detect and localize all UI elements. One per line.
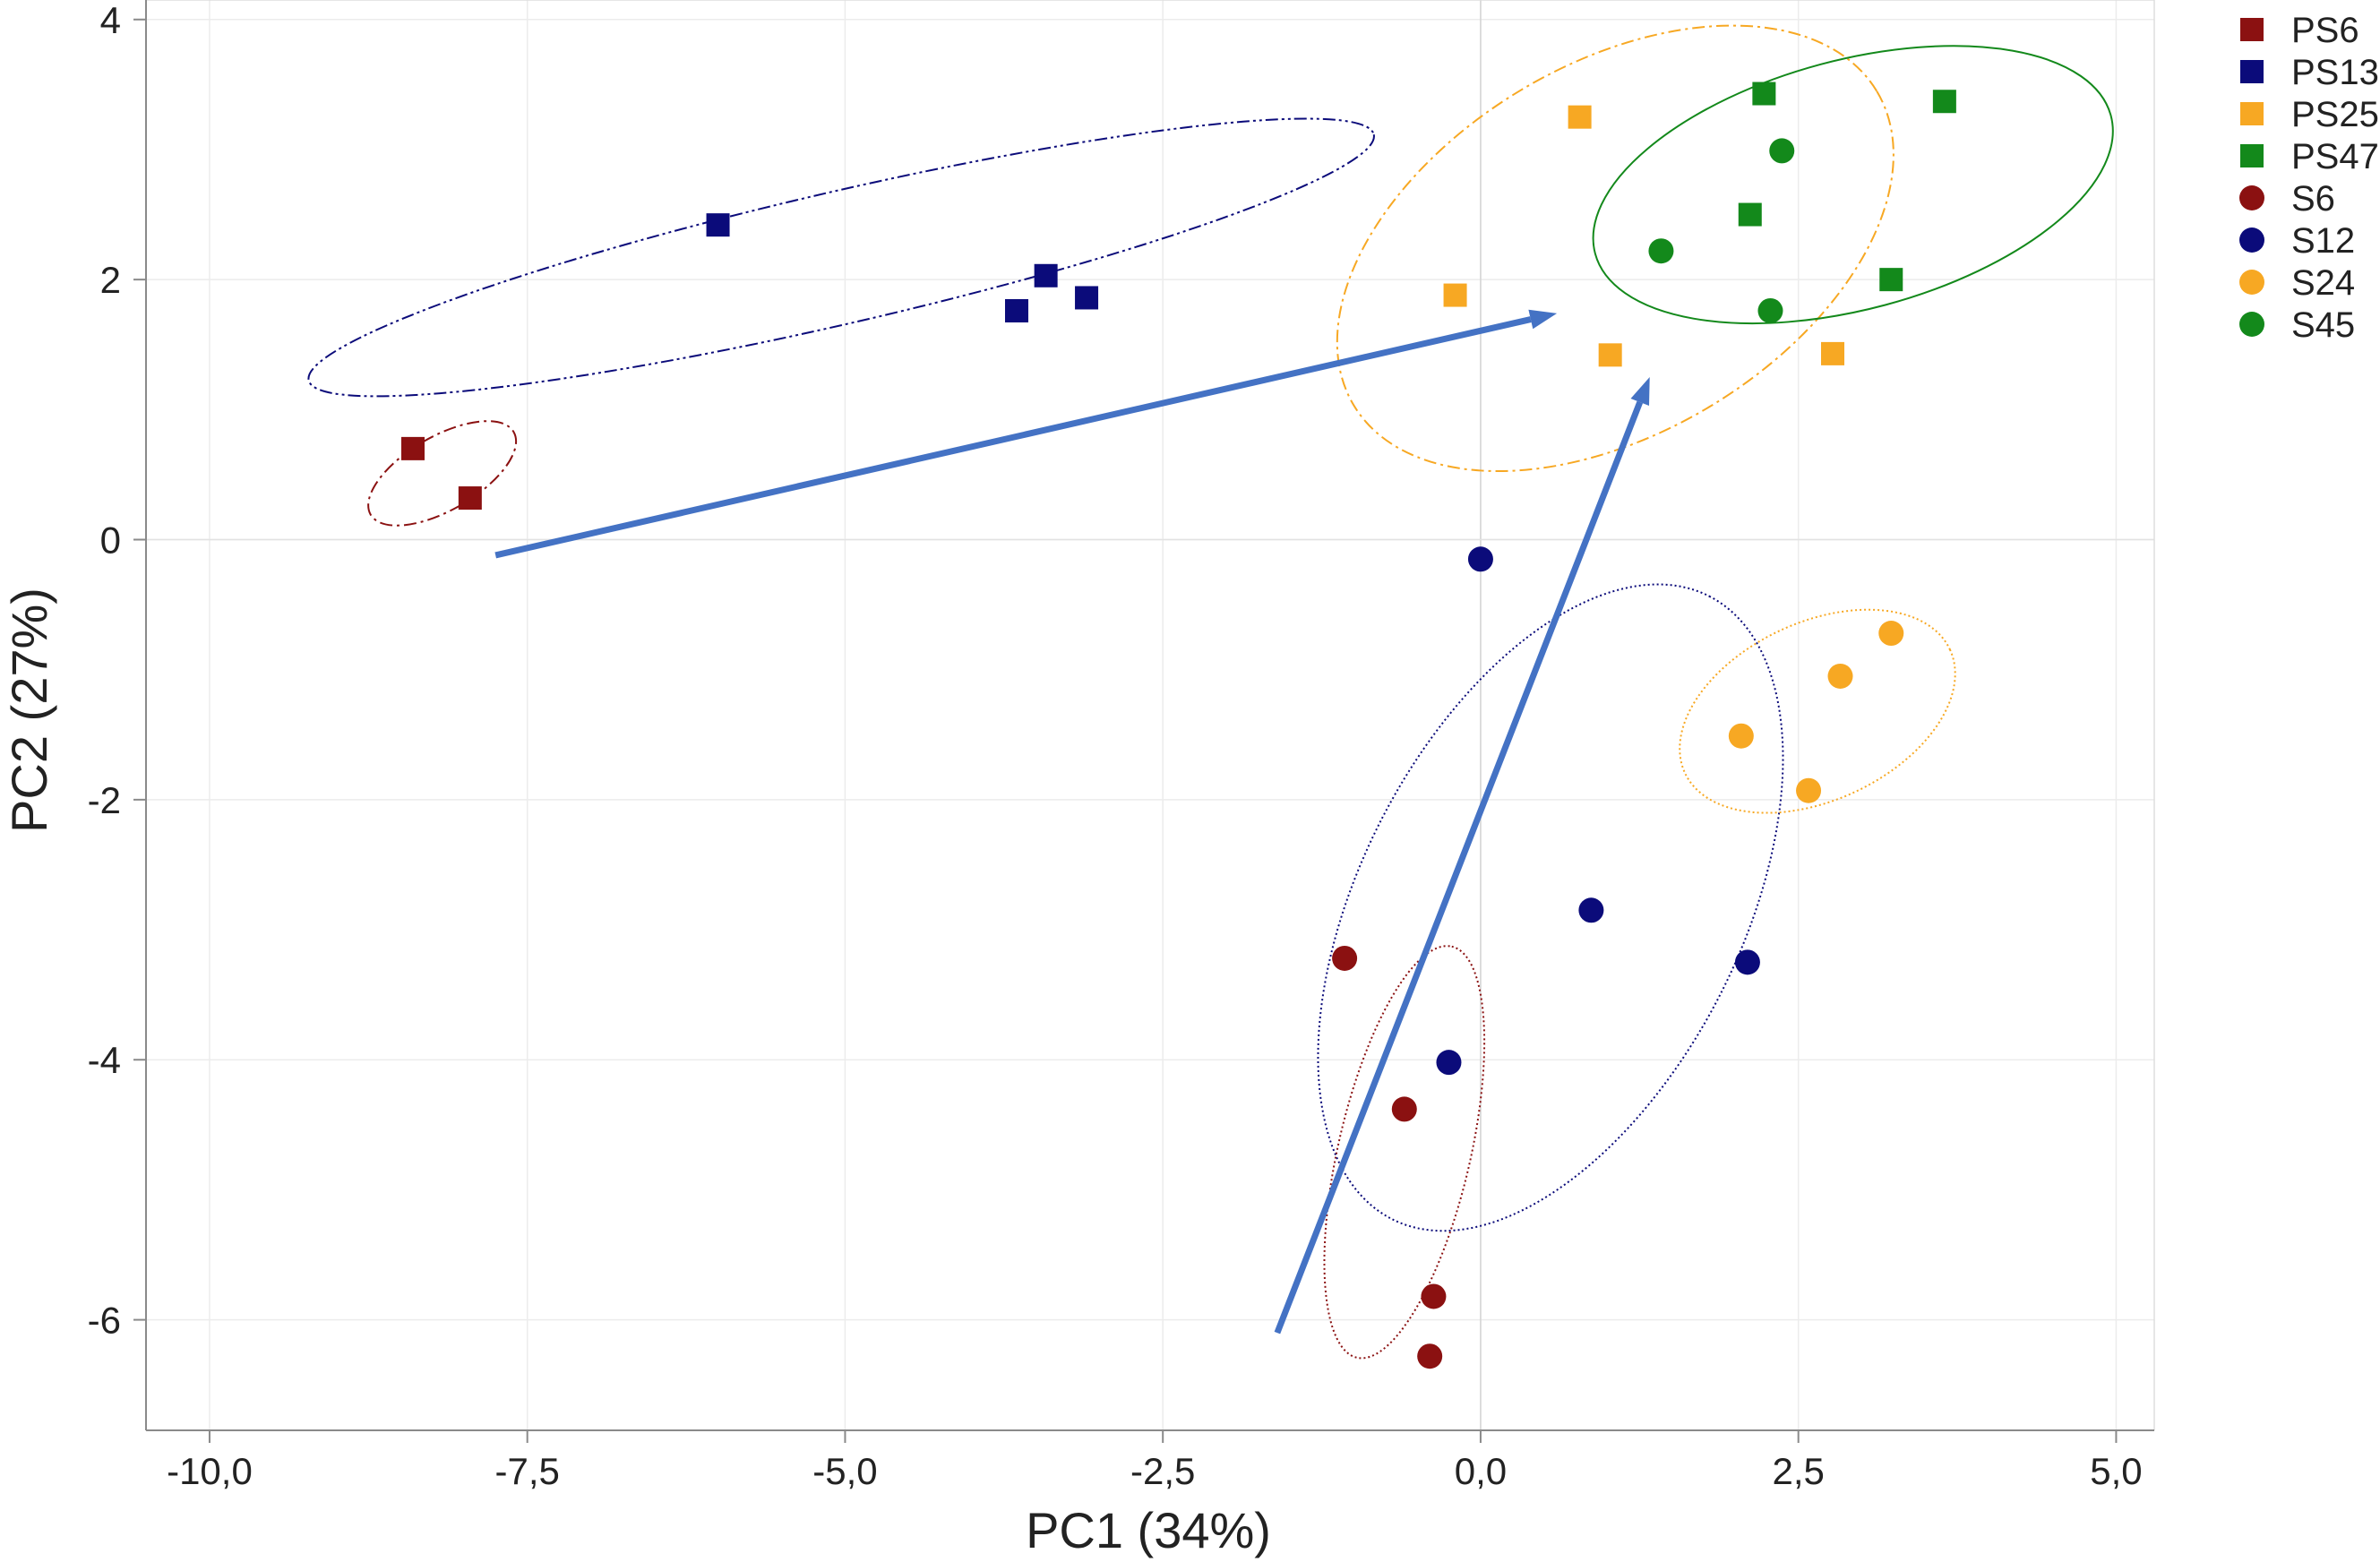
point-ps47-4 [1879,268,1903,292]
point-ps6-2 [458,486,482,511]
x-tick-label-1: -7,5 [495,1450,560,1492]
x-tick-label-2: -5,0 [812,1450,877,1492]
point-s12-2 [1578,897,1604,923]
x-tick-label-3: -2,5 [1130,1450,1195,1492]
ellipse-s24 [1679,608,1956,814]
y-tick-label-3: 0 [100,519,121,562]
ellipse-ps25 [1336,24,1895,473]
point-s45-2 [1648,238,1674,264]
legend-label-s6: S6 [2291,179,2335,219]
point-s24-1 [1878,621,1904,647]
point-ps25-1 [1568,105,1592,129]
point-ps47-3 [1738,202,1762,227]
point-ps13-2 [1005,298,1029,322]
plot-frame [145,0,2155,1431]
legend-marker-ps6 [2240,18,2264,41]
point-s12-4 [1436,1050,1462,1076]
grid-lines [146,0,2154,1430]
x-tick-label-6: 5,0 [2090,1450,2142,1492]
point-s6-3 [1421,1283,1447,1309]
y-tick-label-5: 4 [100,0,121,41]
tick-labels: -10,0 -7,5 -5,0 -2,5 0,0 2,5 5,0 -6 -4 -2 0 2 4 [88,0,2143,1492]
y-axis-title: PC2 (27%) [1,588,57,833]
point-s45-3 [1757,297,1783,323]
legend-marker-s45 [2239,312,2264,337]
legend-marker-s24 [2239,270,2264,295]
y-tick-label-1: -4 [88,1039,121,1081]
x-axis-title: PC1 (34%) [1026,1502,1271,1558]
legend-marker-s6 [2239,185,2264,210]
legend-marker-ps47 [2240,144,2264,167]
x-tick-label-5: 2,5 [1772,1450,1824,1492]
legend-marker-ps25 [2240,102,2264,125]
point-ps47-2 [1932,90,1956,114]
point-s12-1 [1467,546,1493,572]
point-s24-2 [1827,663,1853,689]
point-s6-2 [1391,1096,1417,1122]
x-tick-label-0: -10,0 [167,1450,253,1492]
legend-label-s45: S45 [2291,305,2355,345]
ellipse-ps47 [1592,45,2114,325]
point-ps47-1 [1752,82,1776,106]
trend-arrows [494,309,1650,1335]
data-points [400,82,1956,1369]
x-tick-label-4: 0,0 [1455,1450,1507,1492]
group-ellipses [307,24,2114,1360]
legend-label-ps25: PS25 [2291,95,2379,134]
point-ps13-1 [706,213,730,237]
y-tick-label-0: -6 [88,1300,121,1342]
point-ps13-4 [1075,286,1099,310]
ellipse-s12 [1317,583,1784,1232]
point-s6-1 [1332,945,1358,971]
arrow-2-shaft [1274,400,1644,1335]
point-s45-1 [1769,138,1795,164]
point-ps25-4 [1820,341,1844,365]
y-tick-label-2: -2 [88,779,121,821]
legend-marker-s12 [2239,227,2264,253]
arrow-2-head [1630,377,1650,406]
y-tick-label-4: 2 [100,259,121,301]
point-s12-3 [1734,949,1760,975]
legend-label-s24: S24 [2291,263,2355,303]
point-s24-4 [1796,777,1822,803]
legend-label-s12: S12 [2291,221,2355,261]
point-ps25-3 [1598,343,1622,367]
ellipse-ps13 [307,117,1375,398]
arrow-1-head [1528,309,1558,330]
ellipse-s6 [1323,945,1486,1360]
legend-label-ps6: PS6 [2291,11,2359,50]
arrow-1-shaft [494,316,1532,559]
legend-label-ps47: PS47 [2291,137,2379,176]
legend-label-ps13: PS13 [2291,53,2379,92]
point-s6-4 [1417,1343,1443,1369]
legend-marker-ps13 [2240,60,2264,83]
point-ps25-2 [1443,283,1467,307]
point-ps6-1 [400,436,425,460]
point-s24-3 [1728,723,1754,749]
point-ps13-3 [1034,263,1058,288]
